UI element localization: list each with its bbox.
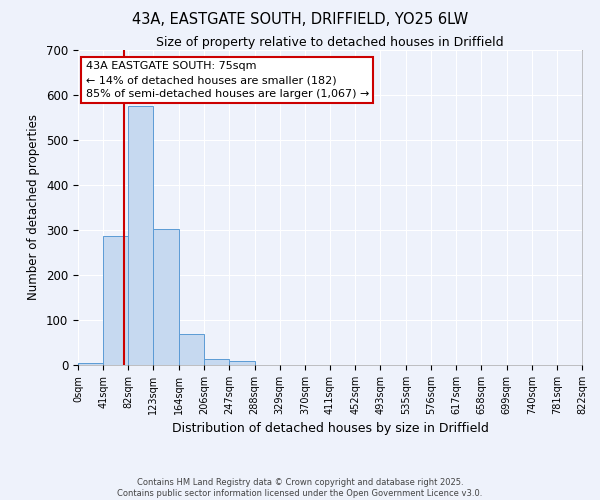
Y-axis label: Number of detached properties: Number of detached properties xyxy=(28,114,40,300)
X-axis label: Distribution of detached houses by size in Driffield: Distribution of detached houses by size … xyxy=(172,422,488,436)
Text: 43A EASTGATE SOUTH: 75sqm
← 14% of detached houses are smaller (182)
85% of semi: 43A EASTGATE SOUTH: 75sqm ← 14% of detac… xyxy=(86,61,369,99)
Bar xyxy=(78,363,103,365)
Bar xyxy=(179,334,205,365)
Bar xyxy=(205,358,229,365)
Bar xyxy=(229,362,254,365)
Bar xyxy=(154,229,179,365)
Text: Contains HM Land Registry data © Crown copyright and database right 2025.
Contai: Contains HM Land Registry data © Crown c… xyxy=(118,478,482,498)
Bar xyxy=(103,236,128,365)
Text: 43A, EASTGATE SOUTH, DRIFFIELD, YO25 6LW: 43A, EASTGATE SOUTH, DRIFFIELD, YO25 6LW xyxy=(132,12,468,28)
Title: Size of property relative to detached houses in Driffield: Size of property relative to detached ho… xyxy=(156,36,504,49)
Bar xyxy=(128,106,154,365)
